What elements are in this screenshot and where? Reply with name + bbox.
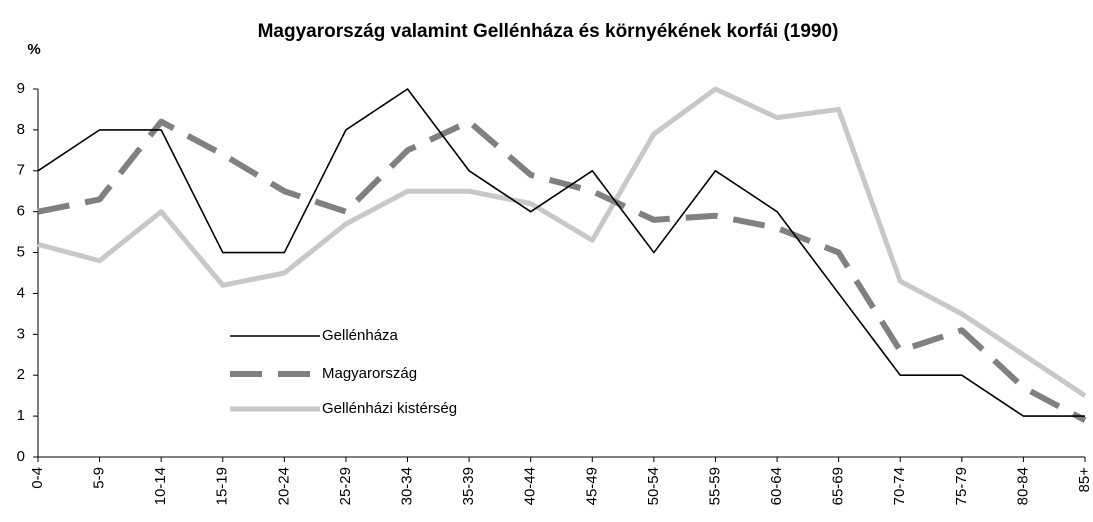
x-tick-label: 85+ — [1076, 467, 1093, 493]
x-tick-label: 5-9 — [91, 467, 108, 489]
y-tick-label: 6 — [17, 203, 25, 220]
y-tick-label: 5 — [17, 244, 25, 261]
x-tick-label: 40-44 — [522, 467, 539, 505]
x-tick-label: 25-29 — [337, 467, 354, 505]
x-tick-label: 10-14 — [152, 467, 169, 505]
y-tick-label: 4 — [17, 284, 25, 301]
y-tick-label: 1 — [17, 407, 25, 424]
y-axis-label: % — [27, 41, 40, 58]
legend-label: Gellénháza — [322, 327, 399, 344]
y-tick-label: 3 — [17, 325, 25, 342]
x-tick-label: 65-69 — [830, 467, 847, 505]
y-tick-label: 9 — [17, 80, 25, 97]
x-tick-label: 55-59 — [706, 467, 723, 505]
x-tick-label: 15-19 — [214, 467, 231, 505]
x-tick-label: 80-84 — [1014, 467, 1031, 505]
legend-label: Magyarország — [322, 365, 417, 382]
x-tick-label: 60-64 — [768, 467, 785, 505]
y-tick-label: 8 — [17, 121, 25, 138]
x-tick-label: 45-49 — [583, 467, 600, 505]
x-tick-label: 0-4 — [29, 467, 46, 489]
series-line — [37, 88, 1085, 417]
y-tick-label: 0 — [17, 448, 25, 465]
x-tick-label: 50-54 — [645, 467, 662, 505]
series-line — [37, 118, 1087, 423]
x-tick-label: 30-34 — [398, 467, 415, 505]
legend-label: Gellénházi kistérség — [322, 400, 457, 417]
x-tick-label: 20-24 — [275, 467, 292, 505]
series-line — [37, 86, 1087, 398]
x-tick-label: 75-79 — [953, 467, 970, 505]
x-tick-label: 70-74 — [891, 467, 908, 505]
x-tick-label: 35-39 — [460, 467, 477, 505]
y-tick-label: 7 — [17, 162, 25, 179]
chart-title: Magyarország valamint Gellénháza és körn… — [258, 21, 839, 42]
y-tick-label: 2 — [17, 366, 25, 383]
